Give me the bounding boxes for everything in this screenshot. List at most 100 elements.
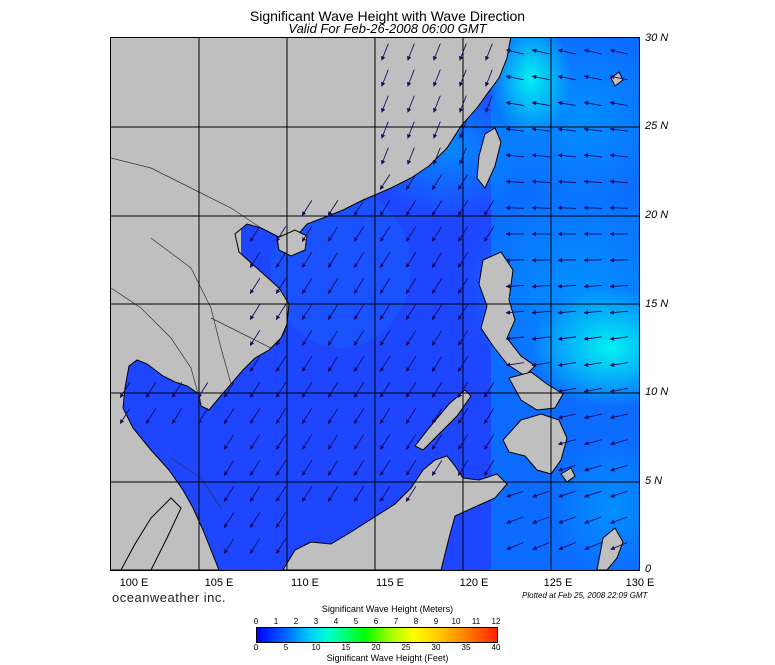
wave-direction-arrow — [405, 226, 417, 242]
wave-direction-arrow — [249, 278, 261, 294]
wave-direction-arrow — [583, 153, 602, 158]
lon-label-105e: 105 E — [204, 577, 234, 589]
wave-direction-arrow — [275, 382, 287, 398]
hainan-island — [276, 229, 308, 257]
wave-direction-arrow — [431, 408, 443, 424]
wave-direction-arrow — [381, 147, 389, 165]
wave-direction-arrow — [353, 330, 365, 346]
wave-direction-arrow — [407, 69, 415, 87]
wave-direction-arrow — [505, 284, 525, 289]
lat-label-5n: 5 N — [645, 475, 663, 487]
wave-direction-arrow — [531, 153, 550, 158]
country-borders — [111, 157, 272, 509]
wave-direction-arrow — [407, 43, 415, 61]
wave-direction-arrow — [557, 153, 576, 158]
wave-direction-arrow — [407, 121, 415, 139]
sumatra-island — [120, 497, 182, 570]
wave-direction-arrow — [381, 43, 389, 61]
wave-direction-arrow — [327, 226, 339, 242]
wave-direction-arrow — [301, 200, 313, 216]
wave-direction-arrow — [457, 174, 469, 190]
colorbar-tick-meters: 2 — [293, 617, 299, 626]
wave-direction-arrow — [485, 95, 493, 113]
wave-direction-arrow — [301, 304, 313, 320]
wave-direction-arrow — [610, 516, 628, 524]
wave-direction-arrow — [609, 100, 628, 106]
wave-direction-arrow — [505, 362, 524, 368]
wave-direction-arrow — [583, 465, 602, 472]
wave-direction-arrow — [531, 284, 551, 289]
colorbar-tick-feet: 0 — [253, 643, 259, 652]
wave-direction-arrow — [557, 100, 576, 106]
wave-direction-arrow — [583, 284, 603, 289]
wave-direction-arrow — [457, 200, 469, 216]
wave-direction-arrow — [457, 278, 469, 294]
colorbar-tick-feet: 10 — [311, 643, 321, 652]
wave-direction-arrow — [379, 304, 391, 320]
wave-direction-arrow — [249, 226, 261, 242]
wave-direction-arrow — [223, 512, 235, 528]
wave-direction-arrow — [353, 252, 365, 268]
wave-direction-arrow — [483, 408, 495, 424]
wave-direction-arrow — [609, 336, 628, 341]
wave-direction-arrow — [379, 200, 391, 216]
wave-direction-arrow — [353, 356, 365, 372]
wave-direction-arrow — [353, 460, 365, 476]
taiwan-island — [476, 127, 502, 189]
wave-direction-arrow — [457, 382, 469, 398]
lon-label-120e: 120 E — [459, 577, 489, 589]
wave-direction-arrow — [483, 460, 495, 476]
wave-direction-arrow — [275, 408, 287, 424]
wave-direction-arrow — [583, 48, 602, 55]
lat-label-0: 0 — [645, 563, 652, 575]
wave-direction-arrow — [379, 382, 391, 398]
wave-direction-arrow — [405, 304, 417, 320]
lon-label-130e: 130 E — [625, 577, 655, 589]
wave-direction-arrow — [145, 382, 157, 398]
wave-direction-arrow — [275, 252, 287, 268]
lat-label-20n: 20 N — [645, 209, 669, 221]
wave-direction-arrow — [583, 413, 602, 420]
wave-direction-arrow — [407, 147, 415, 165]
wave-direction-arrow — [249, 382, 261, 398]
lon-label-115e: 115 E — [376, 577, 404, 589]
wave-direction-arrow — [505, 74, 524, 81]
wave-direction-arrow — [381, 95, 389, 113]
colorbar-tick-meters: 0 — [253, 617, 259, 626]
wave-direction-arrow — [223, 460, 235, 476]
wave-direction-arrow — [379, 174, 391, 190]
wave-direction-arrow — [301, 460, 313, 476]
wave-direction-arrow — [531, 362, 550, 368]
wave-direction-arrow — [531, 100, 550, 106]
wave-direction-arrow — [459, 95, 467, 113]
wave-direction-arrow — [249, 408, 261, 424]
wave-direction-arrow — [531, 127, 550, 132]
wave-direction-arrow — [119, 408, 131, 424]
wave-direction-arrow — [431, 460, 443, 476]
wave-direction-arrow — [583, 74, 602, 81]
wave-direction-arrow — [431, 356, 443, 372]
wave-direction-arrow — [275, 460, 287, 476]
wave-direction-arrow — [275, 486, 287, 502]
wave-direction-arrow — [531, 205, 551, 211]
wave-direction-arrow — [583, 100, 602, 106]
wave-direction-arrow — [197, 382, 209, 398]
wave-direction-arrow — [353, 278, 365, 294]
wave-direction-arrow — [197, 408, 209, 424]
wave-direction-arrow — [405, 330, 417, 346]
wave-direction-arrow — [431, 200, 443, 216]
lat-label-25n: 25 N — [645, 120, 669, 132]
wave-direction-arrow — [353, 434, 365, 450]
wave-direction-arrow — [557, 74, 576, 81]
wave-direction-arrow — [459, 147, 467, 165]
wave-direction-arrow — [557, 439, 576, 446]
wave-direction-arrow — [557, 336, 576, 341]
wave-direction-arrow — [379, 330, 391, 346]
lon-label-100e: 100 E — [119, 577, 149, 589]
wave-direction-arrow — [405, 174, 417, 190]
colorbar-tick-meters: 11 — [471, 617, 481, 626]
wave-direction-arrow — [405, 486, 417, 502]
wave-direction-arrow — [223, 538, 235, 554]
plotted-timestamp: Plotted at Feb 25, 2008 22:09 GMT — [522, 591, 648, 600]
wave-direction-arrow — [459, 69, 467, 87]
